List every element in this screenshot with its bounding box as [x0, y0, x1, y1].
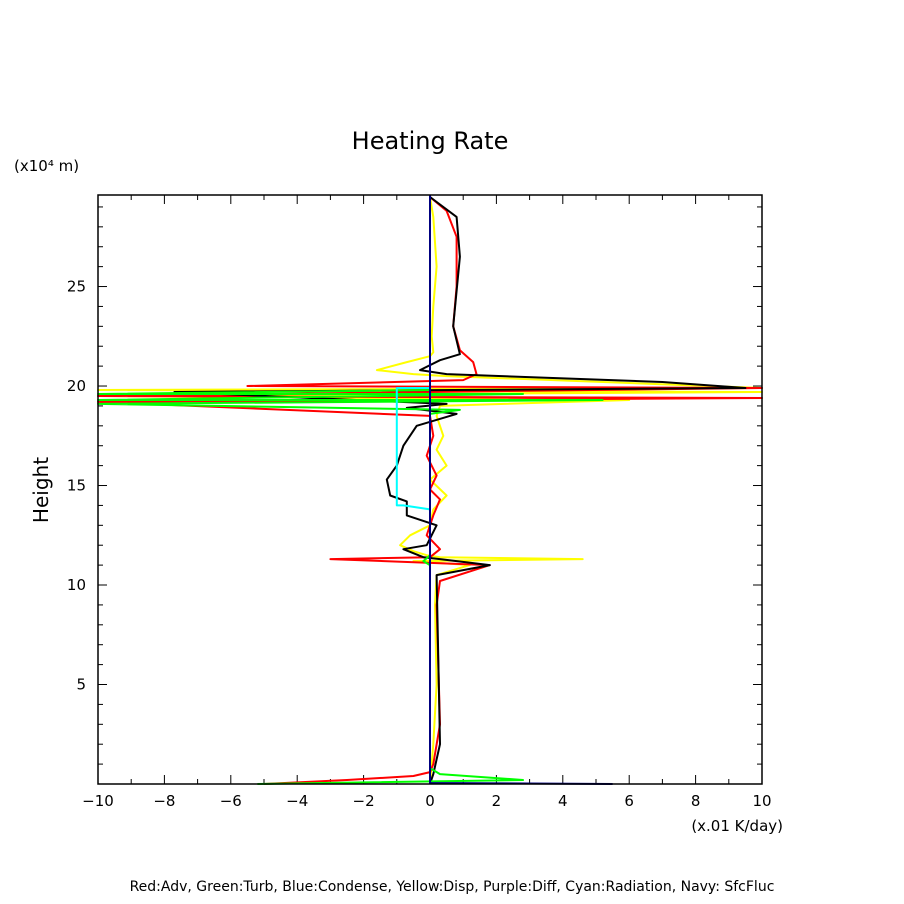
- x-tick-label: 6: [624, 792, 634, 810]
- x-tick-label: −10: [82, 792, 114, 810]
- x-tick-label: 10: [752, 792, 771, 810]
- y-tick-label: 5: [76, 676, 86, 694]
- x-tick-label: −4: [286, 792, 308, 810]
- y-tick-label: 25: [67, 278, 86, 296]
- chart-title: Heating Rate: [352, 127, 509, 155]
- series-group: [97, 195, 763, 785]
- x-tick-label: 4: [558, 792, 568, 810]
- y-axis-unit: (x10⁴ m): [14, 157, 79, 175]
- series-line-4: [395, 387, 431, 784]
- x-tick-label: −8: [153, 792, 175, 810]
- y-axis-label: Height: [29, 457, 53, 523]
- series-line-2: [173, 196, 747, 785]
- y-tick-label: 20: [67, 377, 86, 395]
- y-tick-label: 10: [67, 576, 86, 594]
- x-tick-label: −6: [220, 792, 242, 810]
- series-line-3: [97, 386, 604, 785]
- series-line-0: [97, 196, 763, 785]
- x-tick-label: 2: [492, 792, 502, 810]
- x-tick-label: 8: [691, 792, 701, 810]
- y-tick-label: 15: [67, 477, 86, 495]
- tick-labels: −10 −8 −6 −4 −2 0 2 4 6 8 10 5 10 15 20 25: [67, 278, 772, 810]
- legend-caption: Red:Adv, Green:Turb, Blue:Condense, Yell…: [130, 879, 775, 895]
- x-axis-unit: (x.01 K/day): [691, 817, 783, 835]
- x-tick-label: −2: [353, 792, 375, 810]
- plot-frame: [97, 194, 763, 785]
- x-tick-label: 0: [425, 792, 435, 810]
